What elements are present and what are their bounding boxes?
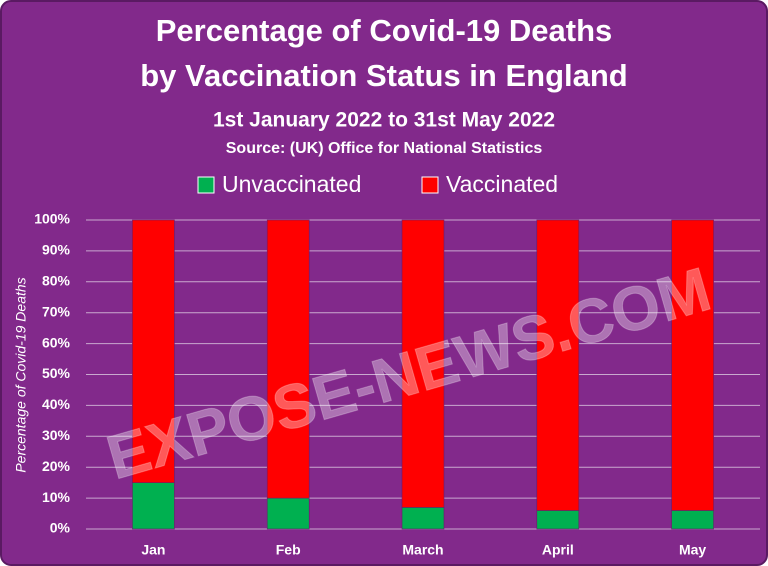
x-tick-label: Jan [141,542,165,558]
bar-segment [536,219,580,511]
x-tick-label: Feb [276,542,301,558]
bar-segment [266,219,310,499]
x-tick-label: March [402,542,443,558]
legend-swatch [197,176,215,194]
y-tick-label: 0% [50,520,71,536]
x-tick-label: May [679,542,706,558]
bar-segment [401,507,445,530]
x-tick-label: April [542,542,574,558]
y-tick-label: 70% [42,303,71,319]
chart-title: by Vaccination Status in England [140,58,627,93]
y-axis-label: Percentage of Covid-19 Deaths [13,277,29,472]
chart-title: Percentage of Covid-19 Deaths [156,13,613,48]
bar-segment [266,497,310,530]
y-tick-label: 80% [42,273,71,289]
y-tick-label: 50% [42,365,71,381]
bar-segment [671,510,714,530]
bar-segment [132,219,175,483]
bar-segment [401,219,445,508]
y-tick-label: 30% [42,427,71,443]
legend-swatch [421,176,439,194]
bar-segment [671,219,714,511]
y-tick-label: 40% [42,396,71,412]
source: Source: (UK) Office for National Statist… [226,140,543,157]
bar-segment [536,510,580,530]
y-tick-label: 100% [34,211,70,227]
bar-segment [132,482,175,530]
y-tick-label: 20% [42,458,71,474]
y-tick-label: 10% [42,489,71,505]
legend-label: Vaccinated [446,171,558,197]
subtitle: 1st January 2022 to 31st May 2022 [213,109,555,132]
legend-label: Unvaccinated [222,171,361,197]
y-tick-label: 60% [42,334,71,350]
y-tick-label: 90% [42,242,71,258]
